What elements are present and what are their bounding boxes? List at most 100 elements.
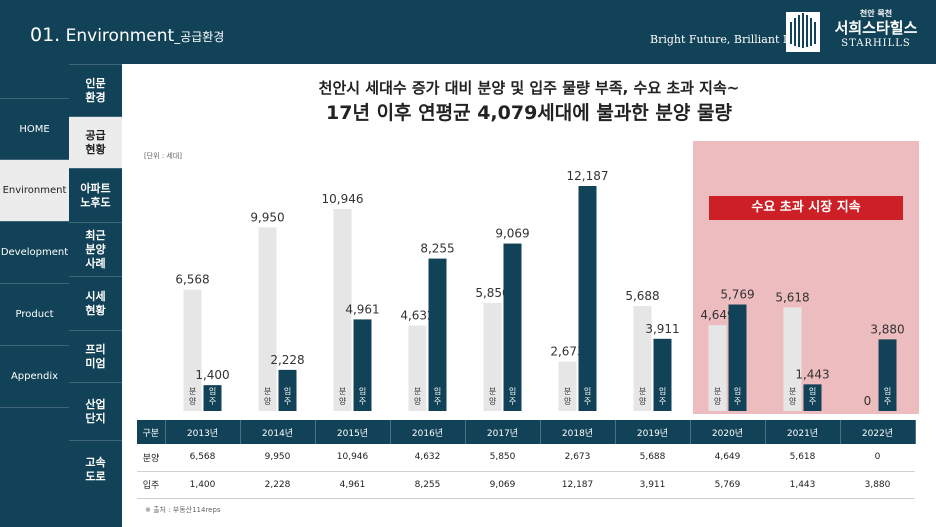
bar-series-label: 양 xyxy=(564,397,572,406)
table-cell: 1,400 xyxy=(165,471,240,499)
bar-value-label: 5,688 xyxy=(625,289,659,303)
table-header-year: 2015년 xyxy=(315,420,391,444)
headline-top: 천안시 세대수 증가 대비 분양 및 입주 물량 부족, 수요 초과 지속~ xyxy=(318,79,740,97)
table-cell: 9,069 xyxy=(465,471,540,499)
logo-english: STARHILLS xyxy=(841,38,911,49)
bar-series-label: 입 xyxy=(734,387,741,396)
bar-series-label: 주 xyxy=(659,397,666,406)
bar-series-label: 주 xyxy=(284,397,291,406)
bar-value-label: 1,400 xyxy=(195,368,229,382)
bar-series-label: 분 xyxy=(489,387,496,396)
bar-series-label: 주 xyxy=(884,397,891,406)
table-row-move-in: 입주 1,400 2,228 4,961 8,255 9,069 12,187 … xyxy=(137,471,915,499)
bar-series-label: 입 xyxy=(884,387,891,396)
bar-series-label: 분 xyxy=(714,387,721,396)
bar-value-label: 0 xyxy=(864,394,872,408)
table-cell: 2,228 xyxy=(240,471,315,499)
table-cell: 5,850 xyxy=(465,444,540,472)
table-header-row: 구분 2013년 2014년 2015년 2016년 2017년 2018년 2… xyxy=(137,420,916,444)
move-in-bar xyxy=(353,319,372,411)
subnav-item-recent-sales[interactable]: 최근 분양 사례 xyxy=(69,222,122,276)
table-header-year: 2019년 xyxy=(615,420,691,444)
bar-value-label: 9,950 xyxy=(250,210,284,224)
logo-emblem-icon xyxy=(786,12,820,52)
bar-value-label: 4,632 xyxy=(400,308,434,322)
subnav-item-aging[interactable]: 아파트 노후도 xyxy=(69,168,122,222)
table-cell: 1,443 xyxy=(765,471,840,499)
table-row-label: 입주 xyxy=(137,471,165,499)
section-number: 01. xyxy=(30,24,61,46)
bar-series-label: 분 xyxy=(339,387,346,396)
move-in-bar xyxy=(803,384,822,411)
bar-value-label: 9,069 xyxy=(495,227,529,241)
supply-bar xyxy=(633,305,652,411)
supply-bar xyxy=(558,361,577,411)
nav-item-product[interactable]: Product xyxy=(0,283,69,345)
main-nav: HOME Environment Development Product App… xyxy=(0,64,69,527)
table-cell: 9,950 xyxy=(240,444,315,472)
section-name: Environment xyxy=(65,26,175,46)
table-cell: 4,961 xyxy=(315,471,390,499)
table-cell: 5,769 xyxy=(690,471,765,499)
table-header-year: 2018년 xyxy=(540,420,616,444)
bar-series-label: 입 xyxy=(509,387,516,396)
table-cell: 8,255 xyxy=(390,471,465,499)
bar-series-label: 양 xyxy=(639,397,647,406)
source-note: ※ 출처 : 부동산114reps xyxy=(145,506,221,514)
bar-series-label: 입 xyxy=(359,387,366,396)
bar-series-label: 분 xyxy=(414,387,421,396)
table-header-year: 2014년 xyxy=(240,420,316,444)
table-header-year: 2021년 xyxy=(765,420,841,444)
bar-series-label: 주 xyxy=(809,397,816,406)
bar-value-label: 6,568 xyxy=(175,273,209,287)
slogan: Bright Future, Brilliant Life! xyxy=(650,33,809,46)
table-header-year: 2020년 xyxy=(690,420,766,444)
bar-series-label: 주 xyxy=(734,397,741,406)
bar-series-label: 양 xyxy=(789,397,797,406)
subnav-item-supply[interactable]: 공급 현황 xyxy=(69,116,122,168)
bar-value-label: 1,443 xyxy=(795,367,829,381)
table-cell: 4,632 xyxy=(390,444,465,472)
supply-bar xyxy=(783,307,802,411)
bar-value-label: 12,187 xyxy=(567,169,609,183)
nav-item-appendix[interactable]: Appendix xyxy=(0,345,69,407)
subnav-item-price[interactable]: 시세 현황 xyxy=(69,276,122,330)
table-cell: 4,649 xyxy=(690,444,765,472)
table-header-year: 2017년 xyxy=(465,420,541,444)
bar-series-label: 입 xyxy=(209,387,216,396)
bar-series-label: 양 xyxy=(189,397,197,406)
table-cell: 3,880 xyxy=(840,471,915,499)
bar-series-label: 양 xyxy=(339,397,347,406)
bar-value-label: 4,649 xyxy=(700,308,734,322)
bar-series-label: 입 xyxy=(284,387,291,396)
subnav-item-premium[interactable]: 프리 미엄 xyxy=(69,330,122,382)
subnav-item-highway[interactable]: 고속 도로 xyxy=(69,440,122,498)
bar-series-label: 주 xyxy=(509,397,516,406)
move-in-bar xyxy=(278,369,297,411)
bar-value-label: 5,769 xyxy=(720,287,754,301)
subnav-item-industrial[interactable]: 산업 단지 xyxy=(69,382,122,440)
nav-item-development[interactable]: Development xyxy=(0,221,69,283)
logo-name: 서희스타힐스 xyxy=(834,19,918,37)
bar-series-label: 주 xyxy=(584,397,591,406)
nav-item-home[interactable]: HOME xyxy=(0,98,69,159)
bar-series-label: 입 xyxy=(584,387,591,396)
nav-item-environment[interactable]: Environment xyxy=(0,159,69,221)
headline-main: 17년 이후 연평균 4,079세대에 불과한 분양 물량 xyxy=(326,102,732,124)
table-cell: 3,911 xyxy=(615,471,690,499)
bar-value-label: 5,618 xyxy=(775,290,809,304)
subnav-item-environment[interactable]: 인문 환경 xyxy=(69,64,122,116)
table-header-year: 2013년 xyxy=(165,420,241,444)
brand-logo: 천안 목천 서희스타힐스 STARHILLS xyxy=(826,8,926,49)
bar-series-label: 분 xyxy=(264,387,271,396)
bar-series-label: 양 xyxy=(489,397,497,406)
bar-series-label: 분 xyxy=(789,387,796,396)
table-header-year: 2022년 xyxy=(840,420,916,444)
bar-value-label: 3,911 xyxy=(645,322,679,336)
move-in-bar xyxy=(878,339,897,411)
table-cell: 6,568 xyxy=(165,444,240,472)
supply-bar xyxy=(333,208,352,411)
bar-series-label: 입 xyxy=(434,387,441,396)
sub-nav: 인문 환경 공급 현황 아파트 노후도 최근 분양 사례 시세 현황 프리 미엄… xyxy=(69,64,122,527)
supply-bar xyxy=(408,325,427,411)
